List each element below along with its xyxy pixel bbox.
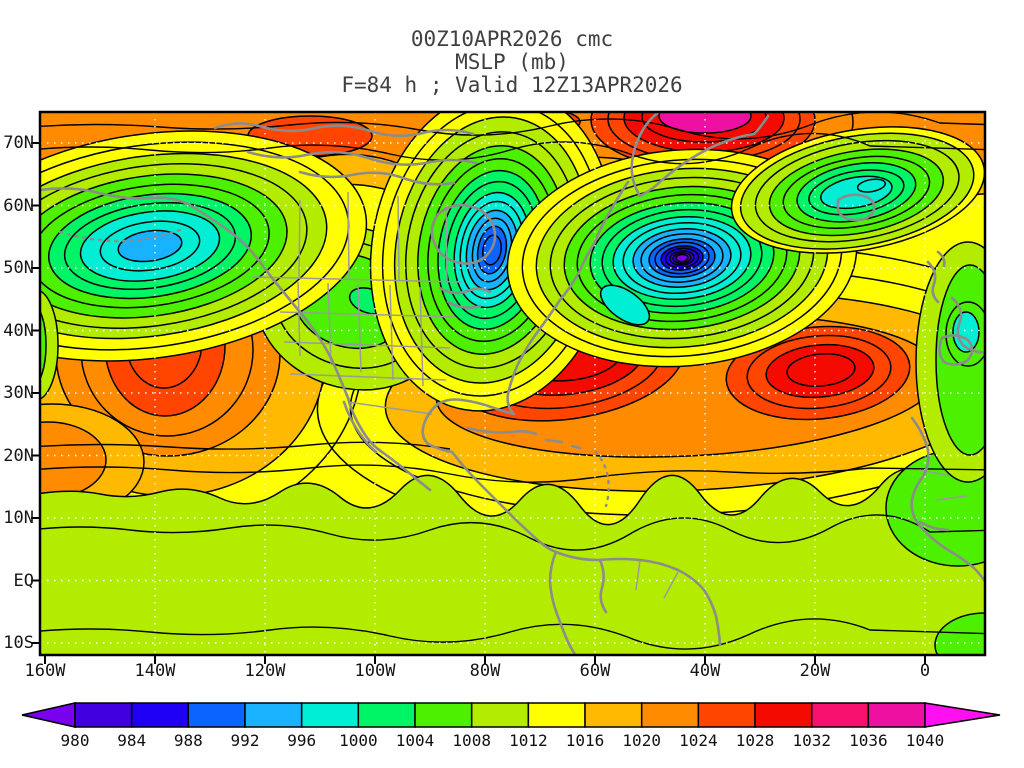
colorbar-under-arrow xyxy=(21,702,76,728)
iceland-low xyxy=(730,126,985,254)
colorbar-tick-label: 1000 xyxy=(339,731,378,750)
atlantic-low-tail xyxy=(599,284,651,326)
lat-tick-label: 70N xyxy=(3,133,34,153)
colorbar-tick-label: 1032 xyxy=(792,731,831,750)
lon-tick-label: 100W xyxy=(354,661,396,681)
lon-tick-label: 60W xyxy=(579,661,611,681)
lat-tick-label: 30N xyxy=(3,383,34,403)
chart-title-init: 00Z10APR2026 cmc xyxy=(410,27,614,51)
chart-title-block: 00Z10APR2026 cmc MSLP (mb) F=84 h ; Vali… xyxy=(0,28,1024,97)
colorbar-tick-label: 1024 xyxy=(679,731,718,750)
colorbar-segment xyxy=(640,702,700,728)
colorbar-over-arrow xyxy=(924,702,1001,728)
lon-tick-label: 160W xyxy=(24,661,66,681)
fill-corner-green xyxy=(934,612,985,655)
lat-tick-label: 10S xyxy=(3,633,34,653)
lon-tick-label: 140W xyxy=(134,661,176,681)
colorbar-segment xyxy=(357,702,416,728)
colorbar-segment xyxy=(244,702,303,728)
lon-tick-label: 120W xyxy=(244,661,286,681)
colorbar-tick-label: 1012 xyxy=(509,731,548,750)
colorbar xyxy=(21,702,1001,728)
colorbar-segment xyxy=(187,702,246,728)
lat-tick-label: EQ xyxy=(13,570,34,591)
colorbar-segment xyxy=(74,702,133,728)
left-edge-trough-core xyxy=(40,309,47,381)
lat-tick-label: 60N xyxy=(3,195,34,216)
colorbar-segment xyxy=(470,702,530,728)
colorbar-segment xyxy=(414,702,473,728)
colorbar-segment xyxy=(810,702,870,728)
colorbar-tick-label: 988 xyxy=(173,731,203,750)
lon-tick-label: 0 xyxy=(919,661,931,681)
chart-title-valid: F=84 h ; Valid 12Z13APR2026 xyxy=(341,73,683,97)
lat-tick-label: 40N xyxy=(3,320,34,341)
colorbar-tick-label: 1008 xyxy=(452,731,491,750)
colorbar-tick-label: 992 xyxy=(230,731,260,750)
lat-tick-label: 50N xyxy=(3,258,34,278)
coastlines xyxy=(40,112,985,655)
colorbar-tick-label: 1004 xyxy=(395,731,435,750)
contour-fill-layer xyxy=(40,112,985,655)
european-trough xyxy=(915,241,985,483)
lon-tick-label: 80W xyxy=(469,661,501,681)
colorbar-tick-label: 1036 xyxy=(849,731,888,750)
colorbar-tick-label: 1028 xyxy=(735,731,775,750)
colorbar-tick-label: 1040 xyxy=(905,731,945,750)
colorbar-segment xyxy=(300,702,360,728)
fill-equatorial-1008-1012 xyxy=(40,468,985,655)
lon-tick-label: 20W xyxy=(799,661,831,681)
colorbar-segment xyxy=(527,702,586,728)
colorbar-tick-label: 1016 xyxy=(565,731,605,750)
political-borders xyxy=(251,191,967,599)
azores-high xyxy=(725,325,911,421)
colorbar-tick-label: 1020 xyxy=(622,731,661,750)
map-frame xyxy=(38,110,987,657)
lat-tick-label: 20N xyxy=(3,445,34,466)
chart-title-variable: MSLP (mb) xyxy=(455,50,569,74)
lat-tick-label: 10N xyxy=(3,508,34,528)
lon-tick-label: 40W xyxy=(689,661,721,681)
colorbar-segment xyxy=(130,702,190,728)
colorbar-tick-label: 980 xyxy=(60,731,90,750)
colorbar-segment xyxy=(584,702,643,728)
colorbar-segment xyxy=(754,702,813,728)
colorbar-segment xyxy=(697,702,756,728)
extra-contours xyxy=(40,112,985,650)
left-edge-trough xyxy=(40,290,59,400)
colorbar-tick-label: 996 xyxy=(287,731,317,750)
colorbar-segment xyxy=(867,702,926,728)
colorbar-tick-label: 984 xyxy=(117,731,147,750)
axis-ticks xyxy=(31,142,926,664)
